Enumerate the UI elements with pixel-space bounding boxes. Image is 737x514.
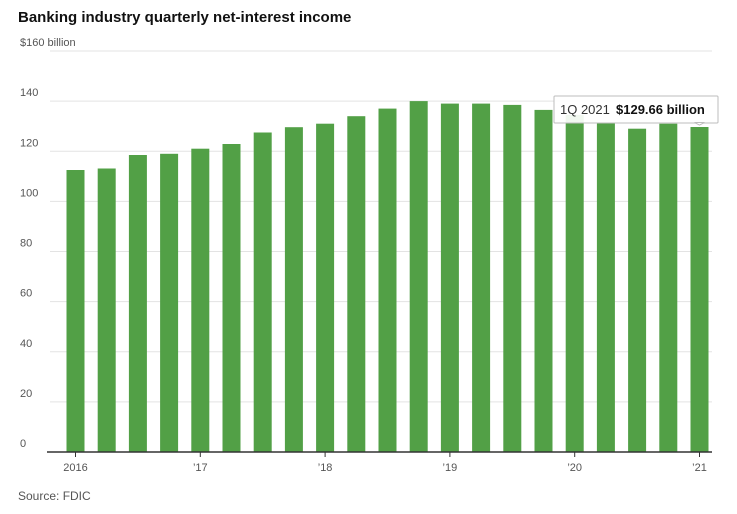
bar[interactable]	[316, 123, 335, 452]
bar[interactable]	[347, 116, 366, 452]
bars	[66, 101, 709, 453]
y-tick-label: $160 billion	[20, 37, 76, 49]
bar[interactable]	[659, 123, 678, 452]
x-tick-label: ’20	[567, 462, 582, 474]
source-note: Source: FDIC	[18, 489, 91, 503]
y-axis-labels: 0 20 40 60 80 100 120 140 $160 billion	[20, 37, 76, 450]
tooltip-pointer	[694, 122, 705, 126]
bar[interactable]	[253, 132, 272, 453]
bar[interactable]	[440, 103, 459, 452]
bar[interactable]	[160, 153, 179, 453]
bar[interactable]	[222, 144, 241, 452]
y-tick-label: 40	[20, 338, 32, 350]
bar[interactable]	[191, 148, 210, 452]
y-tick-label: 20	[20, 388, 32, 400]
tooltip-box	[553, 95, 719, 124]
bar[interactable]	[534, 109, 553, 453]
bar[interactable]	[128, 155, 147, 452]
bar[interactable]	[472, 103, 491, 452]
x-tick-label: ’21	[692, 462, 707, 474]
chart-title: Banking industry quarterly net-interest …	[18, 9, 352, 26]
y-tick-label: 60	[20, 288, 32, 300]
x-axis-ticks: 2016 ’17 ’18 ’19 ’20 ’21	[63, 452, 707, 474]
tooltip-value: $129.66 billion	[616, 102, 705, 117]
bar[interactable]	[565, 114, 584, 453]
x-tick-label: ’19	[443, 462, 458, 474]
x-tick-label: ’18	[318, 462, 333, 474]
y-tick-label: 120	[20, 137, 38, 149]
bar[interactable]	[503, 104, 522, 453]
tooltip-period: 1Q 2021	[560, 102, 610, 117]
bar[interactable]	[378, 108, 397, 452]
y-tick-label: 80	[20, 238, 32, 250]
x-tick-label: 2016	[63, 462, 87, 474]
bar[interactable]	[628, 128, 647, 452]
bar[interactable]	[97, 168, 116, 453]
y-tick-label: 100	[20, 187, 38, 199]
y-tick-label: 140	[20, 87, 38, 99]
y-tick-label: 0	[20, 438, 26, 450]
bar[interactable]	[66, 170, 85, 452]
bar[interactable]	[690, 127, 709, 452]
value-tooltip: 1Q 2021 $129.66 billion	[553, 95, 719, 126]
bar[interactable]	[409, 101, 428, 452]
bar[interactable]	[596, 122, 615, 453]
x-tick-label: ’17	[193, 462, 208, 474]
bar[interactable]	[284, 127, 303, 452]
